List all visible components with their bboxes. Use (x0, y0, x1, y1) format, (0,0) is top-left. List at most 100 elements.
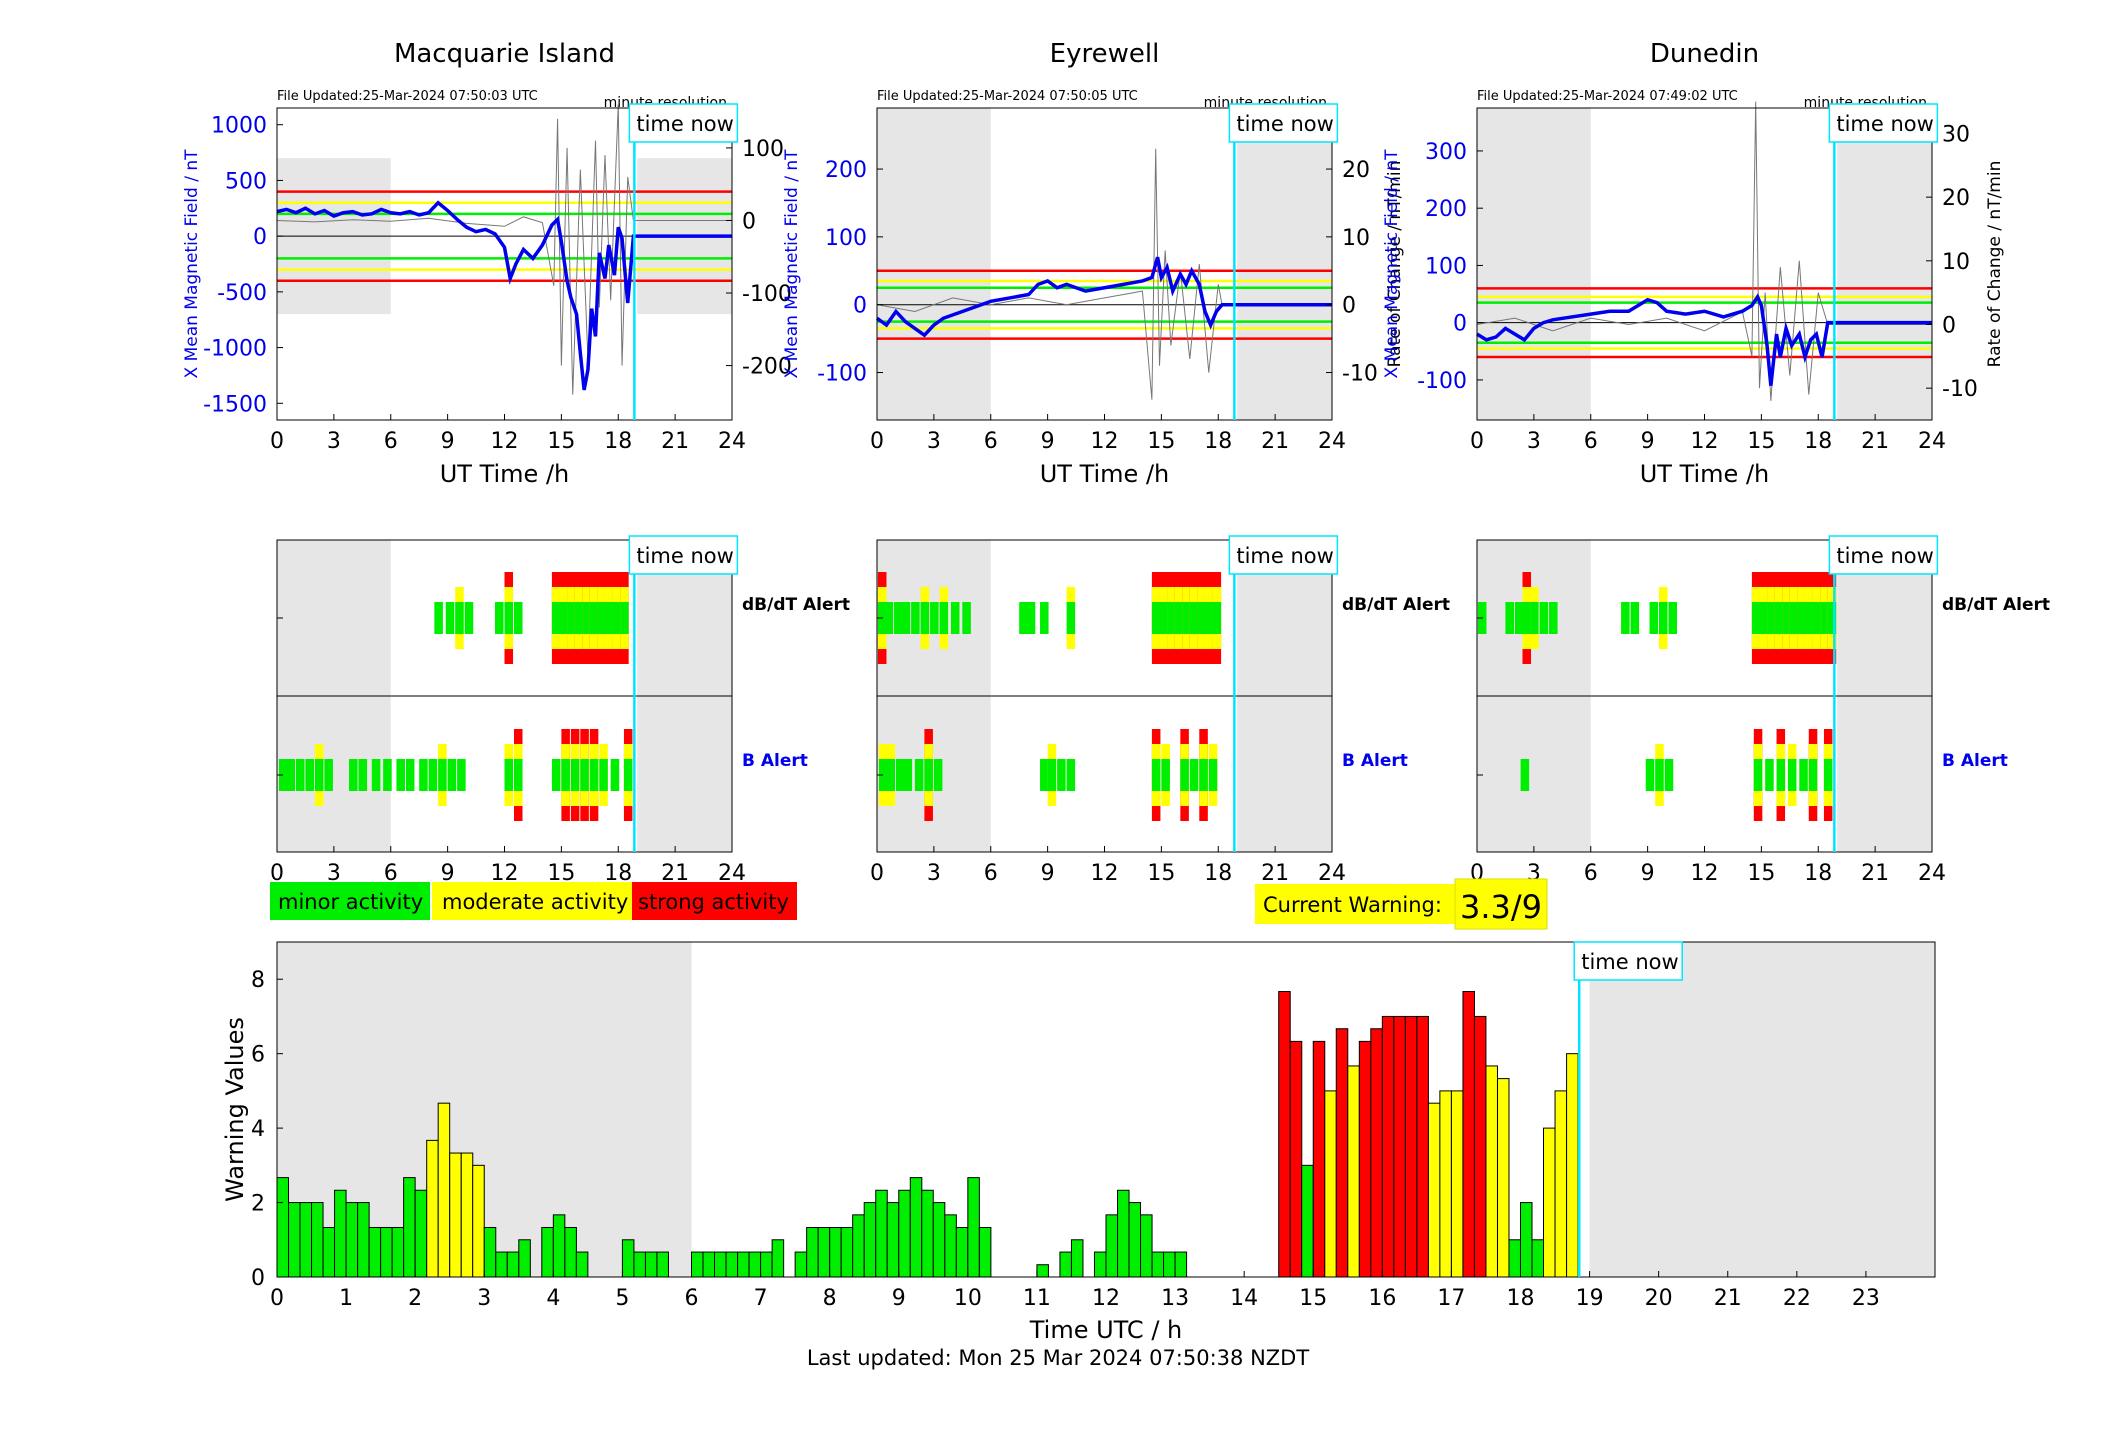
alert-segment-green (295, 759, 305, 791)
warning-bar (1358, 1040, 1372, 1278)
x-tick-label: 12 (491, 861, 519, 886)
alert-segment-green (623, 759, 633, 791)
x-tick-label: 24 (718, 861, 746, 886)
x-tick-label: 6 (984, 429, 998, 454)
x-tick-label: 9 (441, 861, 455, 886)
x-tick-label: 18 (1204, 861, 1232, 886)
alert-segment-green (612, 602, 622, 634)
warning-bar (1335, 1028, 1349, 1278)
x-tick-label: 16 (1368, 1286, 1396, 1311)
y-right-tick-label: -10 (1942, 377, 1978, 402)
alert-segment-green (278, 759, 288, 791)
alert-segment-green (1151, 759, 1161, 791)
file-updated-text: File Updated:25-Mar-2024 07:50:03 UTC (277, 89, 538, 104)
y-right-tick-label: 10 (1942, 250, 1970, 275)
alert-segment-green (1776, 759, 1786, 791)
night-shading (1477, 108, 1591, 420)
alert-segment-green (567, 602, 576, 634)
alert-segment-green (903, 759, 913, 791)
time-now-label: time now (1236, 544, 1333, 568)
alert-segment-green (1804, 602, 1814, 634)
y-right-tick-label: 100 (742, 137, 784, 162)
warning-bar (1543, 1127, 1556, 1278)
y-right-tick-label: -10 (1342, 362, 1378, 387)
alert-segment-green (428, 759, 438, 791)
alert-segment-green (1189, 602, 1199, 634)
warning-bar (1404, 1015, 1418, 1278)
x-tick-label: 12 (1691, 429, 1719, 454)
warning-bar (299, 1202, 313, 1278)
x-tick-label: 15 (1299, 1286, 1327, 1311)
y-right-tick-label: 30 (1942, 122, 1970, 147)
x-tick-label: 24 (718, 429, 746, 454)
y-left-tick-label: 300 (1425, 140, 1467, 165)
x-tick-label: 8 (823, 1286, 837, 1311)
legend-strong-swatch (632, 882, 797, 920)
y-tick-label: 2 (251, 1192, 265, 1217)
warning-bar (1105, 1214, 1119, 1278)
warning-bar (806, 1226, 819, 1278)
warning-bar (288, 1202, 301, 1278)
dbdt-alert-label: dB/dT Alert (1942, 595, 2050, 615)
warning-bar (633, 1251, 646, 1278)
y-left-tick-label: 200 (1425, 197, 1467, 222)
alert-segment-green (589, 759, 599, 791)
file-updated-text: File Updated:25-Mar-2024 07:49:02 UTC (1477, 89, 1738, 104)
x-tick-label: 3 (327, 429, 341, 454)
warning-bar (322, 1226, 336, 1278)
warning-bar (932, 1202, 946, 1278)
x-tick-label: 1 (339, 1286, 353, 1311)
alert-segment-green (349, 759, 358, 791)
time-now-box (1573, 941, 1683, 981)
x-tick-label: 22 (1783, 1286, 1811, 1311)
y-right-tick-label: -200 (742, 355, 792, 380)
alert-segment-green (1161, 759, 1170, 791)
x-tick-label: 0 (270, 1286, 284, 1311)
y-right-axis-label: Rate of Change / nT/min (1385, 161, 1405, 368)
y-tick-label: 4 (251, 1117, 265, 1142)
y-left-axis-label: X Mean Magnetic Field / nT (782, 149, 802, 379)
warning-bar (345, 1202, 359, 1278)
warning-bar (1301, 1164, 1314, 1278)
warning-bar (1427, 1102, 1441, 1278)
x-tick-label: 6 (384, 861, 398, 886)
time-now-box (1828, 103, 1939, 143)
alert-segment-green (457, 759, 466, 791)
warning-bar (541, 1226, 554, 1278)
x-tick-label: 15 (1747, 429, 1775, 454)
alert-segment-green (1823, 759, 1833, 791)
rate-of-change-trace (1476, 101, 1932, 401)
alert-segment-green (305, 759, 314, 791)
alert-segment-green (1774, 602, 1784, 634)
alert-segment-green (1151, 602, 1161, 634)
alert-segment-green (358, 759, 368, 791)
alert-segment-green (620, 602, 629, 634)
warning-bar (829, 1226, 842, 1278)
warning-bar (1520, 1202, 1533, 1278)
x-tick-label: 13 (1161, 1286, 1189, 1311)
warning-bar (483, 1226, 497, 1278)
alert-segment-green (1212, 602, 1222, 634)
x-axis-label: UT Time /h (440, 460, 570, 488)
alert-segment-green (1751, 602, 1761, 634)
alert-segment-green (1057, 759, 1066, 791)
warning-bar (391, 1226, 405, 1278)
alert-segment-green (1820, 602, 1829, 634)
station-panels: Macquarie Island File Updated:25-Mar-2024… (182, 39, 2005, 488)
alert-segment-green (1019, 602, 1028, 634)
warning-bar (1554, 1090, 1568, 1278)
time-now-label: time now (636, 544, 733, 568)
alert-segment-green (1668, 602, 1678, 634)
y-right-tick-label: 0 (1942, 313, 1956, 338)
night-shading (1837, 108, 1932, 420)
legend-moderate-swatch (432, 882, 632, 920)
alert-segment-green (1197, 602, 1206, 634)
warning-bar (1450, 1090, 1464, 1278)
alert-segment-green (1655, 759, 1664, 791)
warning-bar (414, 1189, 428, 1278)
warning-bar (714, 1251, 727, 1278)
warning-bar (1416, 1015, 1429, 1278)
b-alert-label: B Alert (1342, 751, 1408, 771)
magnetic-field-trace (276, 200, 732, 391)
warning-bar (1289, 1040, 1303, 1278)
